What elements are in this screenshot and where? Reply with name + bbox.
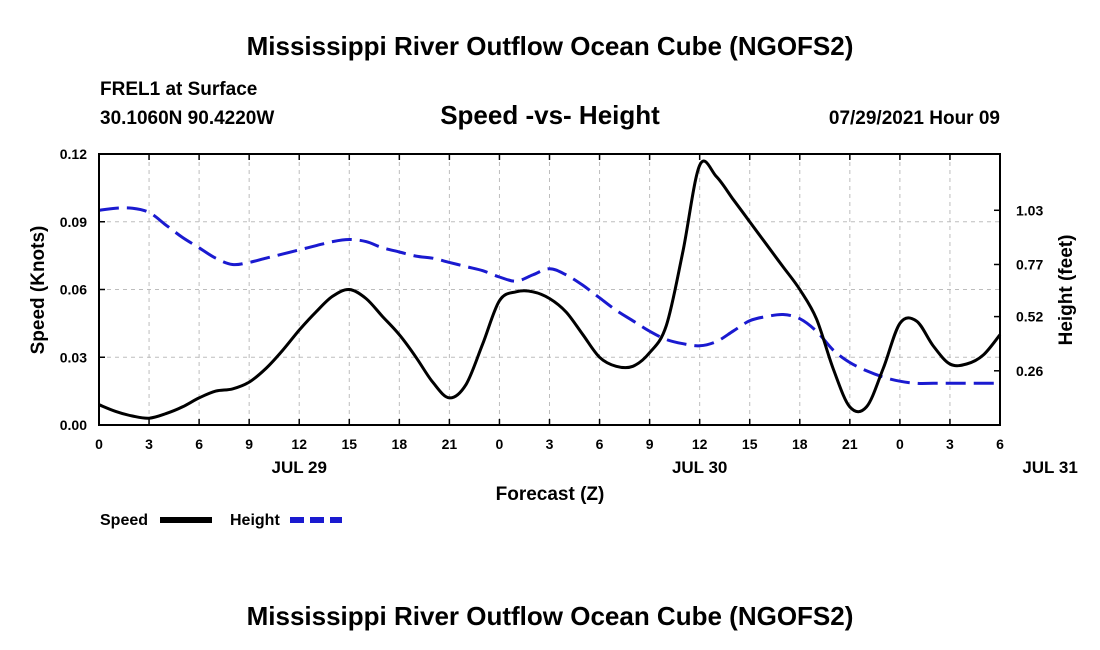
footer-title: Mississippi River Outflow Ocean Cube (NG…	[247, 601, 854, 631]
x-tick-label: 15	[742, 436, 758, 452]
x-tick-label: 18	[792, 436, 808, 452]
x-date-label: JUL 30	[672, 458, 727, 477]
station-name: FREL1 at Surface	[100, 79, 257, 100]
x-tick-label: 12	[291, 436, 307, 452]
y-left-tick-label: 0.12	[60, 146, 87, 162]
series-line-speed	[98, 159, 1002, 420]
x-tick-label: 0	[496, 436, 504, 452]
x-tick-label: 21	[442, 436, 458, 452]
x-tick-label: 3	[946, 436, 954, 452]
y-right-tick-label: 1.03	[1016, 202, 1043, 218]
x-date-label: JUL 29	[271, 458, 326, 477]
x-tick-label: 0	[95, 436, 103, 452]
x-tick-label: 9	[245, 436, 253, 452]
y-left-tick-label: 0.00	[60, 417, 87, 433]
x-tick-label: 21	[842, 436, 858, 452]
series-layer	[98, 159, 1002, 420]
x-tick-label: 6	[596, 436, 604, 452]
x-tick-label: 3	[145, 436, 153, 452]
y-left-tick-label: 0.03	[60, 349, 87, 365]
x-tick-label: 15	[341, 436, 357, 452]
ticks: 0 3 6 9 12 15 18 21 0 3 6 9 12 15 18 21 0 3 6 JUL 29 JUL 30 J…	[60, 146, 1078, 477]
series-line-height	[98, 206, 1000, 385]
issue-time: 07/29/2021 Hour 09	[829, 108, 1000, 129]
chart-title: Mississippi River Outflow Ocean Cube (NG…	[247, 31, 854, 61]
x-tick-label: 0	[896, 436, 904, 452]
grid	[99, 154, 1000, 425]
y-left-tick-label: 0.06	[60, 282, 87, 298]
legend-label-height: Height	[230, 512, 280, 529]
x-date-label: JUL 31	[1022, 458, 1077, 477]
x-tick-label: 3	[546, 436, 554, 452]
y-right-tick-label: 0.52	[1016, 309, 1043, 325]
x-tick-label: 18	[392, 436, 408, 452]
x-tick-label: 6	[195, 436, 203, 452]
y-right-tick-label: 0.77	[1016, 256, 1043, 272]
x-tick-label: 12	[692, 436, 708, 452]
y-right-tick-label: 0.26	[1016, 363, 1043, 379]
station-location: 30.1060N 90.4220W	[100, 108, 274, 129]
y-axis-left-label: Speed (Knots)	[28, 226, 49, 355]
y-left-tick-label: 0.09	[60, 214, 87, 230]
x-tick-label: 9	[646, 436, 654, 452]
chart-subtitle: Speed -vs- Height	[440, 100, 660, 130]
x-tick-label: 6	[996, 436, 1004, 452]
legend: Speed Height	[100, 512, 342, 529]
legend-label-speed: Speed	[100, 512, 148, 529]
y-axis-right-label: Height (feet)	[1056, 235, 1077, 346]
x-axis-label: Forecast (Z)	[496, 484, 605, 505]
